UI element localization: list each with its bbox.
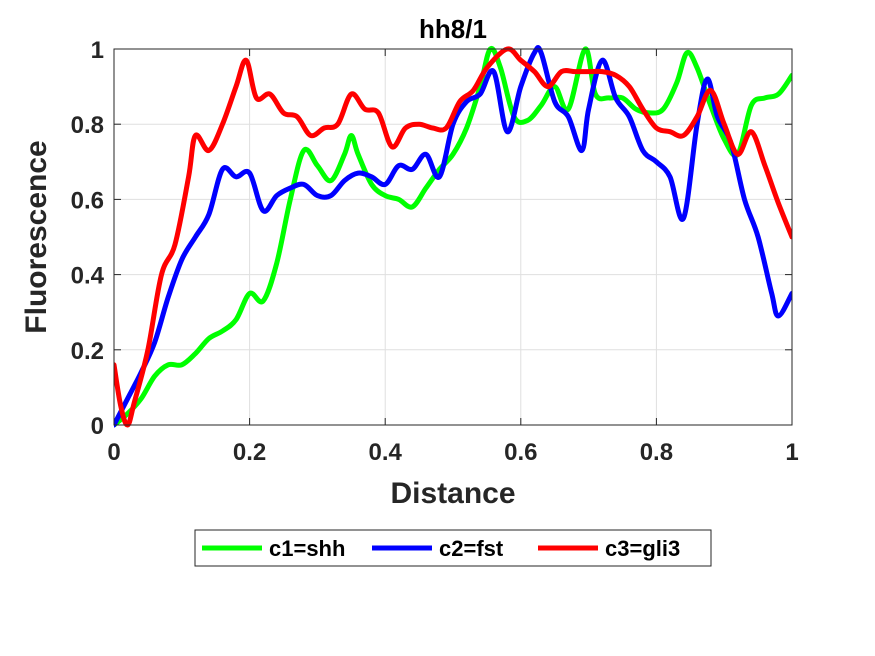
x-tick-label: 0 bbox=[107, 439, 120, 466]
x-axis-label: Distance bbox=[390, 477, 515, 510]
plot-area-background bbox=[114, 49, 792, 425]
legend-box bbox=[194, 529, 712, 567]
y-tick-label: 0 bbox=[91, 413, 104, 440]
y-tick-label: 0.8 bbox=[71, 112, 104, 139]
series-line-1 bbox=[114, 45, 792, 428]
series-line-2 bbox=[114, 45, 792, 428]
legend: c1=shh c2=fst c3=gli3 bbox=[194, 529, 712, 567]
x-tick-label: 0.2 bbox=[233, 439, 266, 466]
y-tick-label: 0.4 bbox=[71, 263, 105, 290]
plot-frame bbox=[113, 48, 793, 426]
series-group bbox=[114, 45, 792, 428]
y-tick-label: 0.6 bbox=[71, 187, 104, 214]
x-tick-label: 0.8 bbox=[640, 439, 673, 466]
series-line-3 bbox=[114, 46, 792, 428]
x-tick-label: 0.4 bbox=[369, 439, 403, 466]
y-tick-label: 0.2 bbox=[71, 338, 104, 365]
y-axis-label: Fluorescence bbox=[20, 140, 53, 333]
legend-items: c1=shh c2=fst c3=gli3 bbox=[202, 536, 680, 561]
x-tick-label: 0.6 bbox=[504, 439, 537, 466]
chart-title: hh8/1 bbox=[419, 14, 487, 44]
y-tick-label: 1 bbox=[91, 37, 104, 64]
axis-ticks: 0 0.2 0.4 0.6 0.8 1 0 0.2 0.4 0.6 0.8 1 bbox=[71, 37, 799, 466]
legend-label-2: c2=fst bbox=[439, 536, 504, 561]
x-tick-label: 1 bbox=[785, 439, 798, 466]
legend-label-3: c3=gli3 bbox=[605, 536, 680, 561]
legend-label-1: c1=shh bbox=[269, 536, 345, 561]
